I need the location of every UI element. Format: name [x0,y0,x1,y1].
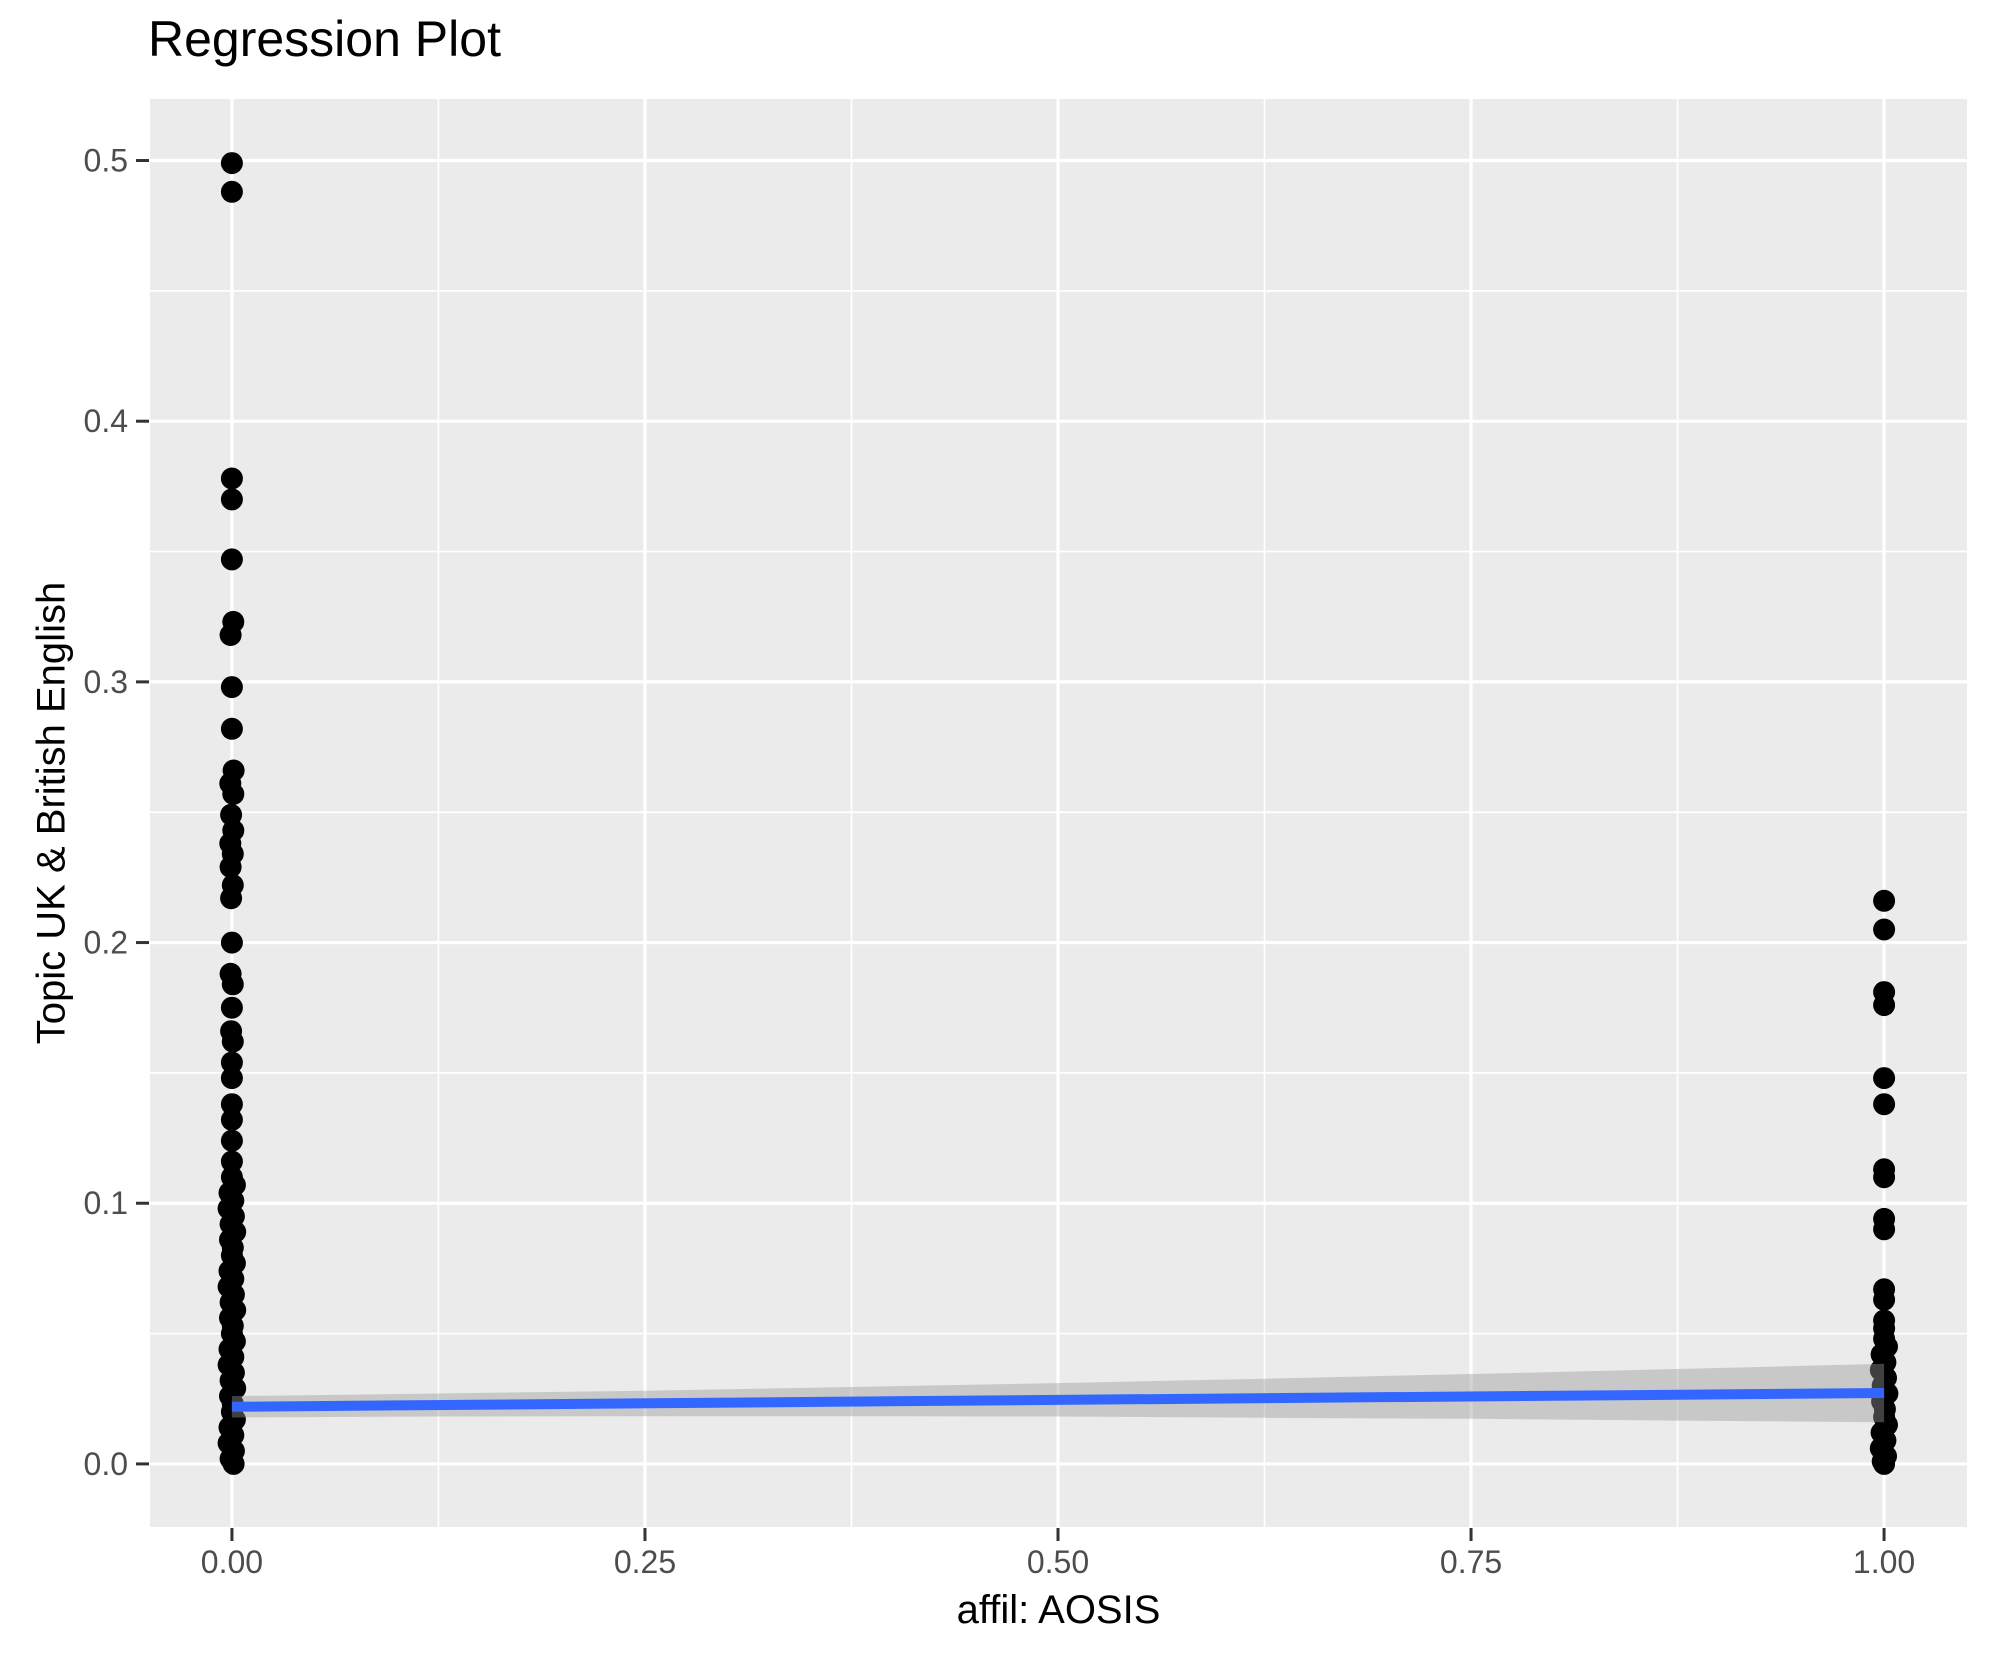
data-point [220,1129,243,1152]
y-tick-label: 0.5 [84,143,128,179]
data-point [222,1452,245,1475]
data-point [220,1108,243,1131]
data-point [219,624,242,646]
regression-line [231,1388,1885,1412]
data-point [220,467,243,490]
axis-ticks [136,159,1886,1541]
data-point [221,973,244,996]
data-point [220,180,243,203]
data-point [220,152,243,175]
data-point [1873,918,1896,941]
data-point [219,856,242,878]
scatter-points [217,152,1899,1475]
data-point [220,548,243,571]
data-point [220,887,243,910]
x-tick-label: 0.25 [614,1544,676,1580]
data-point [222,783,245,805]
plot-title: Regression Plot [148,11,501,67]
data-point [1873,1166,1896,1189]
y-tick-label: 0.1 [84,1185,128,1221]
data-point [220,676,243,699]
x-tick-label: 0.50 [1027,1544,1089,1580]
data-point [220,1093,243,1116]
y-tick-label: 0.4 [84,403,128,439]
y-tick-label: 0.2 [84,925,128,961]
data-point [220,931,243,954]
y-tick-labels: 0.0 0.1 0.2 0.3 0.4 0.5 [84,143,128,1482]
y-tick-label: 0.0 [84,1446,128,1482]
data-point [1873,1218,1896,1241]
data-point [1873,1288,1896,1311]
x-tick-label: 1.00 [1853,1544,1915,1580]
data-point [220,717,243,740]
data-point [220,1051,243,1074]
y-tick-label: 0.3 [84,664,128,700]
data-point [1873,889,1896,912]
data-point [221,1030,244,1053]
data-point [220,1067,243,1090]
data-point [1873,1067,1896,1090]
data-point [1873,1093,1896,1116]
data-point [1873,1452,1896,1475]
data-point [220,488,243,511]
x-tick-labels: 0.00 0.25 0.50 0.75 1.00 [201,1544,1915,1580]
data-point [220,1150,243,1173]
data-point [220,996,243,1019]
x-tick-label: 0.75 [1440,1544,1502,1580]
data-point [1873,994,1896,1017]
x-axis-title: affil: AOSIS [956,1588,1161,1632]
x-tick-label: 0.00 [201,1544,263,1580]
